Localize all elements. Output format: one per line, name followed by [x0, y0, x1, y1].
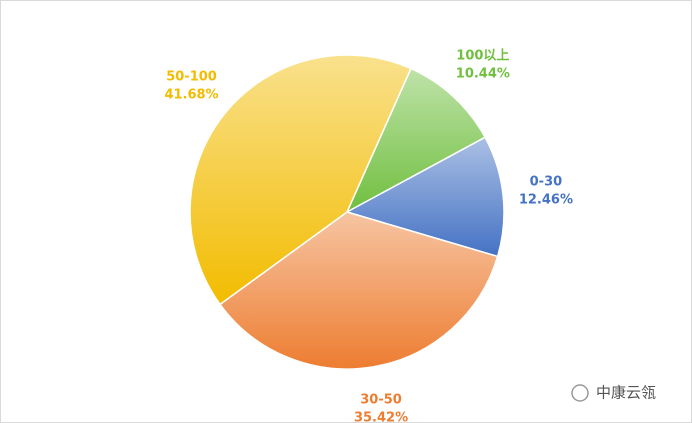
- pie-slice: [219, 211, 499, 370]
- slice-category: 100以上: [456, 49, 509, 64]
- pie-slice: [345, 136, 505, 258]
- watermark-icon: [571, 384, 589, 402]
- slice-value-label: 10.44%: [456, 67, 510, 82]
- pie-slice: [189, 54, 412, 306]
- slice-value-label: 12.46%: [519, 193, 573, 208]
- slice-category: 30-50: [360, 393, 402, 408]
- watermark: 中康云瓴: [596, 384, 656, 402]
- slice-value-label: 35.42%: [354, 411, 408, 423]
- slice-value-label: 41.68%: [164, 88, 218, 103]
- pie-slice: [345, 67, 487, 214]
- slice-category: 0-30: [530, 175, 563, 190]
- watermark-group: 中康云瓴: [571, 384, 656, 402]
- slice-category: 50-100: [166, 70, 217, 85]
